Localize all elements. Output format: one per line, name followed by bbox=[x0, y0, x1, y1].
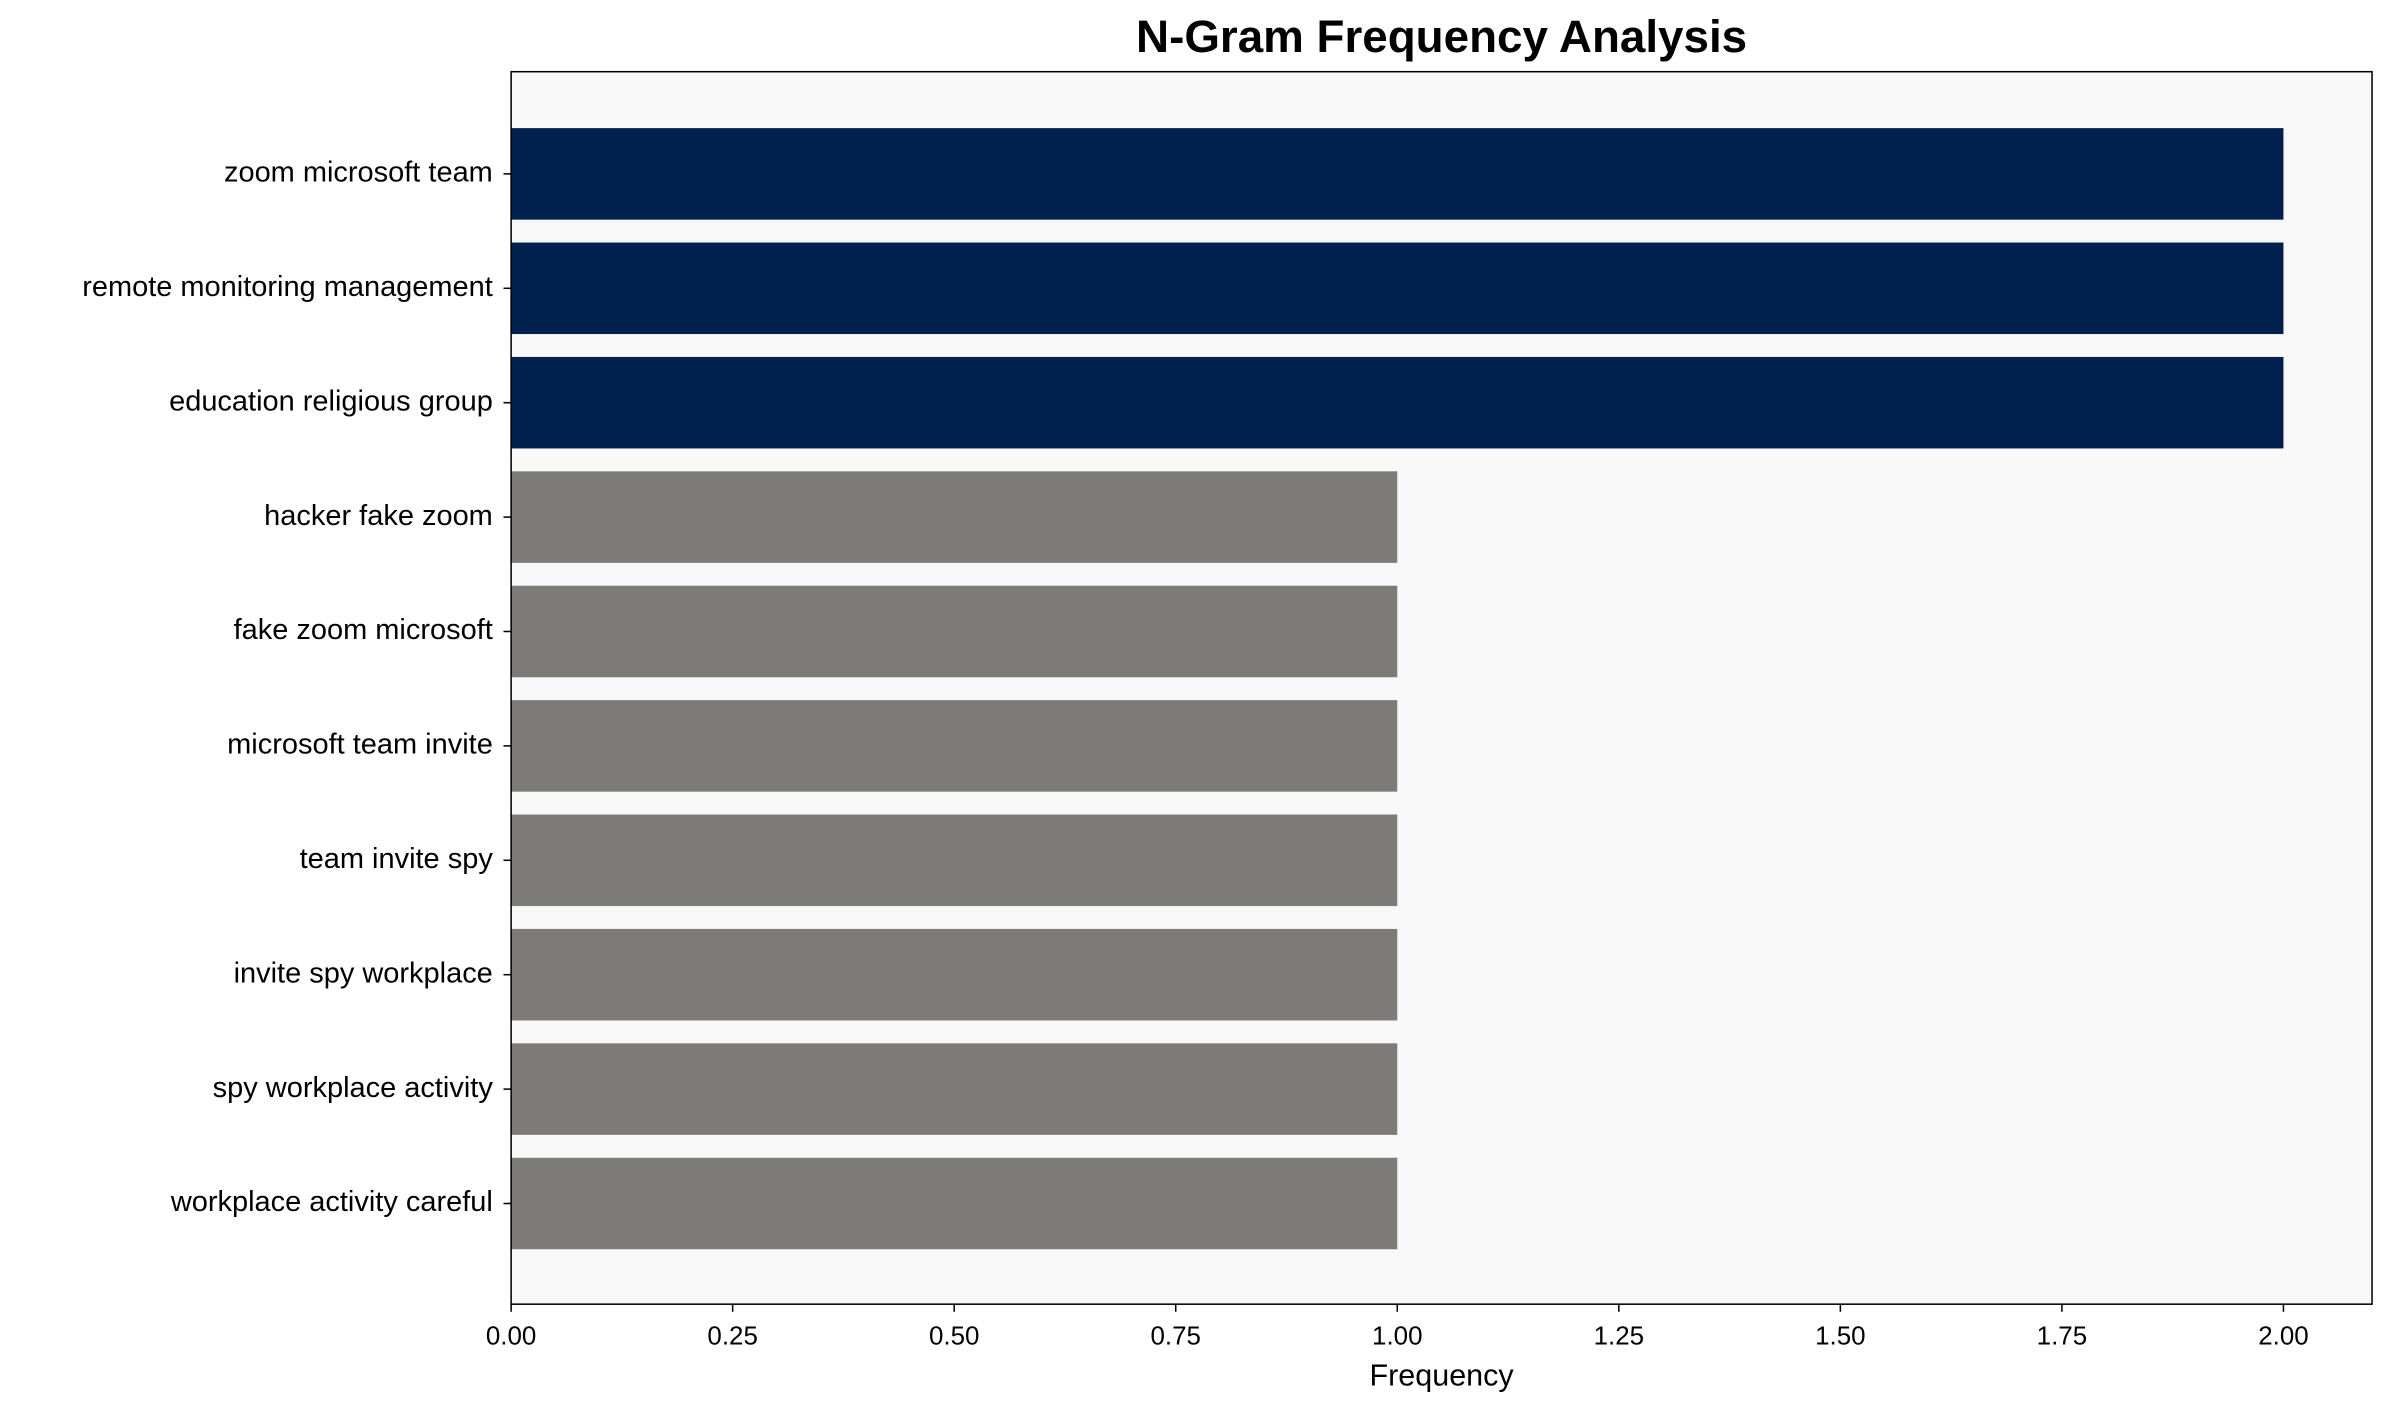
bar bbox=[511, 814, 1398, 907]
y-tick-label: hacker fake zoom bbox=[264, 500, 493, 532]
x-tick-label: 0.50 bbox=[929, 1323, 979, 1351]
bar bbox=[511, 928, 1398, 1021]
bar bbox=[511, 471, 1398, 563]
y-tick-label: zoom microsoft team bbox=[224, 157, 493, 189]
x-tick-label: 1.75 bbox=[2037, 1323, 2087, 1351]
y-tick-label: team invite spy bbox=[300, 843, 494, 875]
x-tick-label: 0.25 bbox=[707, 1323, 757, 1351]
y-tick-label: fake zoom microsoft bbox=[234, 614, 493, 646]
x-axis-label: Frequency bbox=[1370, 1358, 1515, 1392]
x-tick-label: 1.50 bbox=[1815, 1323, 1865, 1351]
plot-frame bbox=[510, 70, 2373, 1305]
x-tick-label: 0.00 bbox=[486, 1323, 536, 1351]
bar bbox=[511, 585, 1398, 678]
x-tick-label: 2.00 bbox=[2258, 1323, 2308, 1351]
x-tick-label: 0.75 bbox=[1151, 1323, 1201, 1351]
bar bbox=[511, 242, 2284, 335]
bar bbox=[511, 1043, 1398, 1135]
x-tick-label: 1.00 bbox=[1372, 1323, 1422, 1351]
bar bbox=[511, 128, 2284, 220]
x-tick-label: 1.25 bbox=[1594, 1323, 1644, 1351]
y-tick-label: microsoft team invite bbox=[227, 729, 493, 761]
y-tick-label: invite spy workplace bbox=[234, 957, 493, 989]
bar bbox=[511, 700, 1398, 792]
chart-title: N-Gram Frequency Analysis bbox=[1136, 11, 1747, 62]
y-tick-label: education religious group bbox=[169, 385, 493, 417]
y-tick-label: remote monitoring management bbox=[82, 271, 493, 303]
bar bbox=[511, 1157, 1398, 1250]
y-tick-label: spy workplace activity bbox=[213, 1072, 494, 1104]
bar bbox=[511, 356, 2284, 449]
y-tick-label: workplace activity careful bbox=[170, 1186, 493, 1218]
